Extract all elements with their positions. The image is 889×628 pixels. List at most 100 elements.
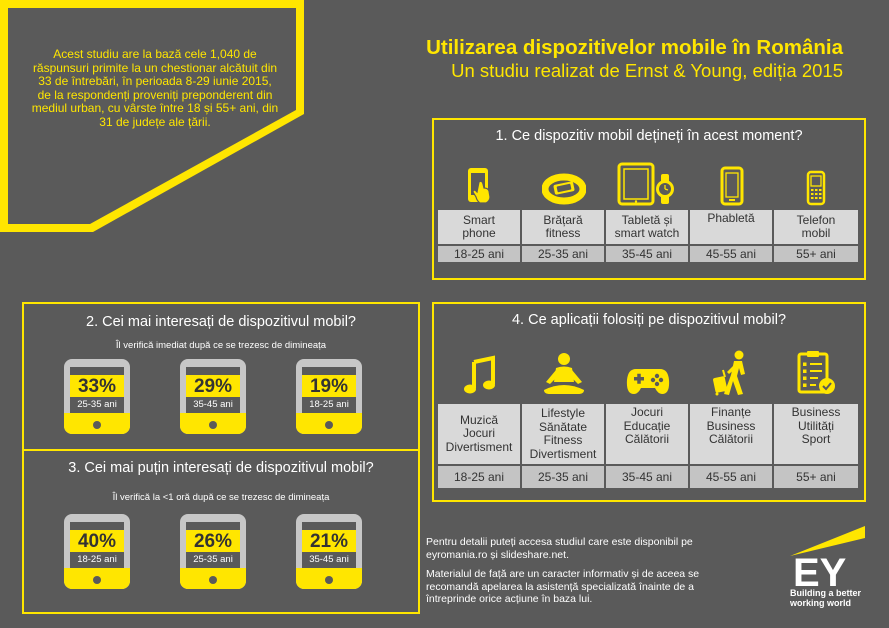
smartphone-touch-icon xyxy=(438,160,522,206)
q1-label-line: phone xyxy=(462,226,496,240)
q4-label-line: Călătorii xyxy=(708,432,753,446)
checklist-icon xyxy=(774,346,858,396)
q4-label-line: Utilități xyxy=(797,418,834,433)
q4-label-line: Business xyxy=(706,418,756,433)
q1-label-line: Tabletă și xyxy=(621,212,673,227)
q2-tablet: 19% 18-25 ani xyxy=(296,359,362,434)
q2-tablet: 33% 25-35 ani xyxy=(64,359,130,434)
traveler-icon xyxy=(690,346,774,396)
q4-col: Muzică Jocuri Divertisment 18-25 ani xyxy=(438,404,522,488)
ey-logo: EY xyxy=(790,526,865,595)
ey-tagline: Building a better working world xyxy=(790,588,861,608)
q1-age: 55+ ani xyxy=(774,244,858,262)
q2-tablet: 29% 35-45 ani xyxy=(180,359,246,434)
q2-percent: 33% xyxy=(77,376,117,397)
intro-box xyxy=(0,0,304,232)
ey-tagline-line: working world xyxy=(790,598,852,608)
q1-col: Tabletă și smart watch 35-45 ani xyxy=(606,210,690,262)
q2-q3-panel: 2. Cei mai interesați de dispozitivul mo… xyxy=(22,302,420,614)
q4-label-line: Sport xyxy=(801,432,831,446)
q4-label-line: Muzică xyxy=(459,412,498,427)
fitness-band-icon xyxy=(522,160,606,206)
q4-col: Business Utilități Sport 55+ ani xyxy=(774,404,858,488)
music-note-icon xyxy=(438,346,522,396)
q3-title: 3. Cei mai puțin interesați de dispoziti… xyxy=(68,460,374,476)
q3-age: 25-35 ani xyxy=(193,554,233,565)
feature-phone-icon xyxy=(774,160,858,206)
q2-age: 18-25 ani xyxy=(309,399,349,410)
q2-title: 2. Cei mai interesați de dispozitivul mo… xyxy=(86,314,356,330)
phablet-icon xyxy=(690,160,774,206)
q1-age: 18-25 ani xyxy=(438,244,522,262)
q4-col: Finanțe Business Călătorii 45-55 ani xyxy=(690,404,774,488)
q4-label-line: Fitness xyxy=(543,433,583,447)
q1-age: 35-45 ani xyxy=(606,244,690,262)
q3-subtitle: Îl verifică la <1 oră după ce se trezesc… xyxy=(112,492,330,503)
q4-age: 18-25 ani xyxy=(438,464,522,488)
q1-age: 45-55 ani xyxy=(690,244,774,262)
q2-percent: 19% xyxy=(309,376,349,397)
gamepad-icon xyxy=(606,346,690,396)
q4-label-line: Business xyxy=(791,405,841,419)
q1-col: Phabletă 45-55 ani xyxy=(690,210,774,262)
ey-wordmark: EY xyxy=(793,551,847,595)
q1-title: 1. Ce dispozitiv mobil dețineți în acest… xyxy=(495,128,803,144)
q4-col: Lifestyle Sănătate Fitness Divertisment 25-… xyxy=(522,404,606,488)
q1-label-line: Smart xyxy=(462,212,495,227)
q4-label-line: Educație xyxy=(623,418,671,433)
q1-col: Telefon mobil 55+ ani xyxy=(774,210,858,262)
q1-label-line: smart watch xyxy=(614,226,680,240)
q4-age: 25-35 ani xyxy=(522,464,606,488)
q1-col: Brățară fitness 25-35 ani xyxy=(522,210,606,262)
page-title: Utilizarea dispozitivelor mobile în Româ… xyxy=(426,36,843,59)
footer-disclaimer: Materialul de față are un caracter infor… xyxy=(426,568,700,605)
q4-label-line: Lifestyle xyxy=(540,406,586,420)
q4-label-line: Jocuri xyxy=(462,426,495,441)
q1-label-line: Brățară xyxy=(543,212,583,227)
q3-age: 35-45 ani xyxy=(309,554,349,565)
q4-label-line: Divertisment xyxy=(445,439,513,454)
q3-percent: 40% xyxy=(77,531,117,552)
q1-label-line: mobil xyxy=(801,226,831,240)
home-button-icon xyxy=(93,576,101,584)
ey-beam-icon xyxy=(790,526,865,556)
q2-subtitle: Îl verifică imediat după ce se trezesc d… xyxy=(115,340,327,351)
q1-table: Smart phone 18-25 ani Brățară fitness 25-3… xyxy=(438,210,858,262)
home-button-icon xyxy=(325,576,333,584)
q4-label-line: Divertisment xyxy=(529,446,597,461)
q1-label-line: Telefon xyxy=(796,212,836,227)
q4-age: 35-45 ani xyxy=(606,464,690,488)
q4-age: 45-55 ani xyxy=(690,464,774,488)
meditation-icon xyxy=(522,346,606,396)
q1-label-line: Phabletă xyxy=(707,211,755,225)
q2-percent: 29% xyxy=(193,376,233,397)
ey-tagline-line: Building a better xyxy=(790,588,862,598)
tablet-watch-icon xyxy=(606,160,690,206)
q2-age: 25-35 ani xyxy=(77,399,117,410)
q3-tablet: 21% 35-45 ani xyxy=(296,514,362,589)
q4-title: 4. Ce aplicații folosiți pe dispozitivul… xyxy=(511,312,787,328)
divider xyxy=(24,449,418,451)
q1-panel: 1. Ce dispozitiv mobil dețineți în acest… xyxy=(432,118,866,280)
q1-age: 25-35 ani xyxy=(522,244,606,262)
home-button-icon xyxy=(209,576,217,584)
q3-age: 18-25 ani xyxy=(77,554,117,565)
q4-label-line: Finanțe xyxy=(710,405,752,419)
q4-label-line: Sănătate xyxy=(538,419,588,434)
q3-percent: 26% xyxy=(193,531,233,552)
home-button-icon xyxy=(209,421,217,429)
q3-percent: 21% xyxy=(309,531,349,552)
q1-col: Smart phone 18-25 ani xyxy=(438,210,522,262)
header: Utilizarea dispozitivelor mobile în Româ… xyxy=(426,36,843,82)
q3-tablet: 26% 25-35 ani xyxy=(180,514,246,589)
q4-label-line: Jocuri xyxy=(630,405,663,419)
page-subtitle: Un studiu realizat de Ernst & Young, edi… xyxy=(451,60,843,81)
q3-tablet: 40% 18-25 ani xyxy=(64,514,130,589)
home-button-icon xyxy=(325,421,333,429)
q4-label-line: Călătorii xyxy=(624,432,669,446)
q4-icons xyxy=(438,346,860,396)
q1-label-line: fitness xyxy=(545,226,581,240)
q2-age: 35-45 ani xyxy=(193,399,233,410)
home-button-icon xyxy=(93,421,101,429)
q4-age: 55+ ani xyxy=(774,464,858,488)
